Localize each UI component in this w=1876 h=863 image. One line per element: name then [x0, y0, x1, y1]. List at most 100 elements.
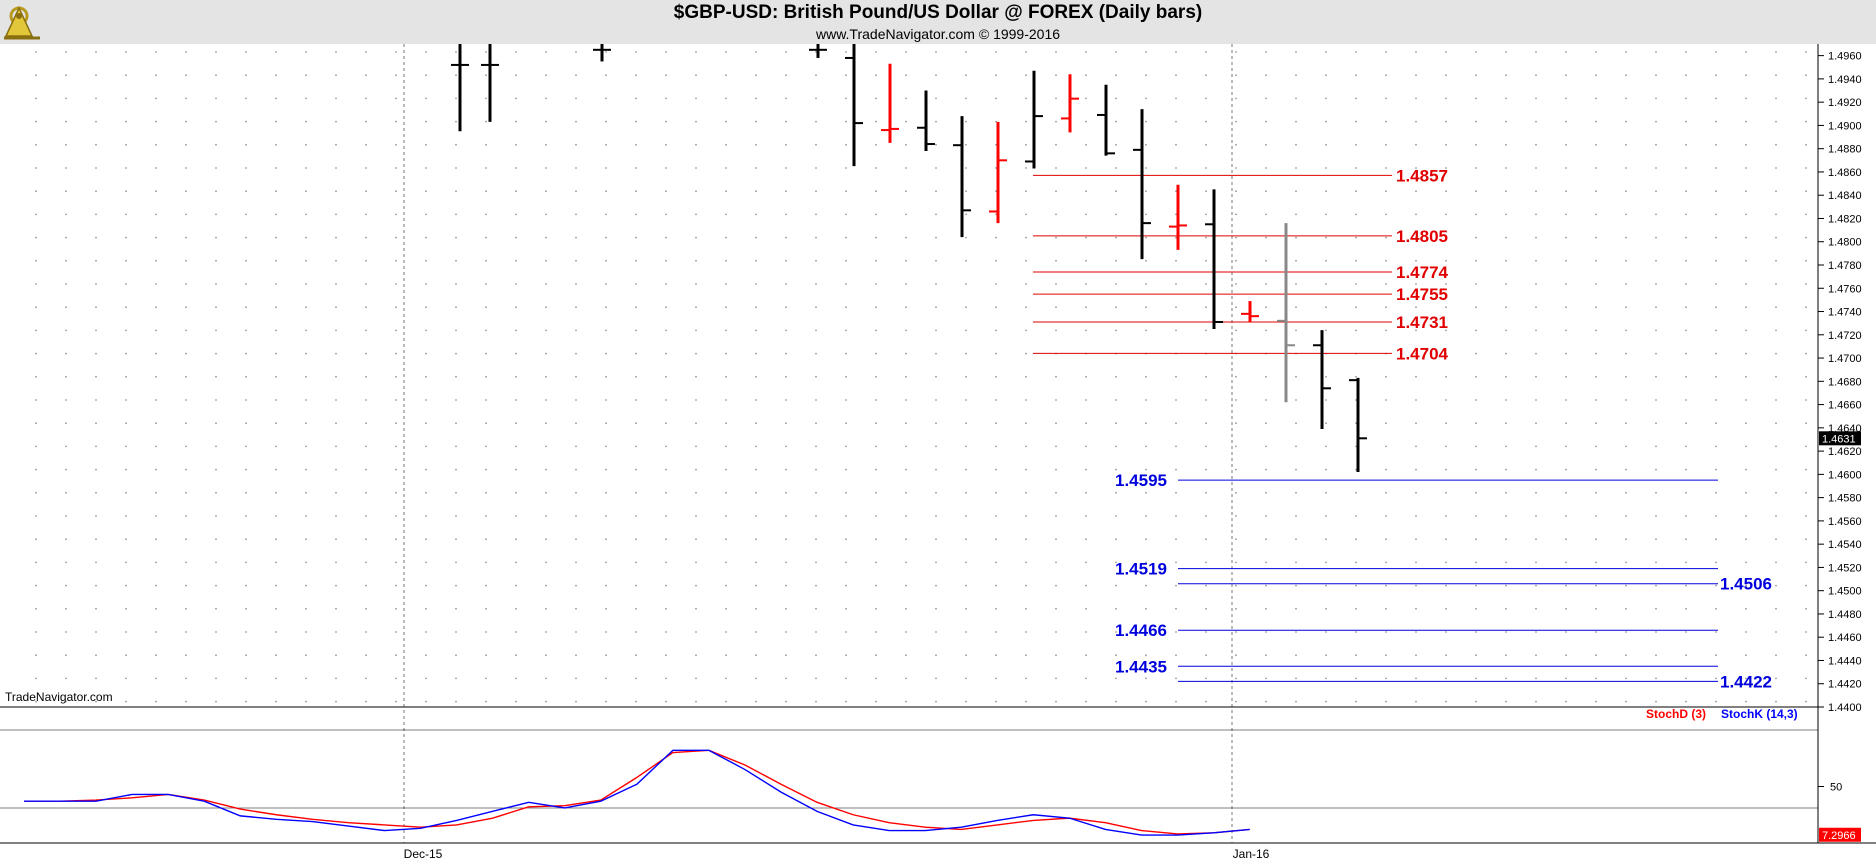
grid-dot — [1505, 236, 1507, 239]
grid-dot — [1595, 584, 1597, 587]
grid-dot — [515, 74, 517, 77]
grid-dot — [275, 259, 277, 262]
grid-dot — [95, 190, 97, 193]
grid-dot — [1505, 375, 1507, 378]
grid-dot — [1415, 352, 1417, 355]
grid-dot — [275, 700, 277, 703]
grid-dot — [1445, 422, 1447, 425]
grid-dot — [305, 607, 307, 610]
grid-dot — [65, 677, 67, 680]
grid-dot — [1235, 74, 1237, 77]
last-price-label: 1.4631 — [1822, 433, 1856, 445]
grid-dot — [35, 468, 37, 471]
grid-dot — [1745, 677, 1747, 680]
grid-dot — [35, 491, 37, 494]
grid-dot — [935, 213, 937, 216]
grid-dot — [635, 236, 637, 239]
grid-dot — [335, 143, 337, 146]
grid-dot — [245, 190, 247, 193]
grid-dot — [1325, 584, 1327, 587]
grid-dot — [875, 120, 877, 123]
grid-dot — [845, 561, 847, 564]
grid-dot — [815, 700, 817, 703]
grid-dot — [1535, 167, 1537, 169]
grid-dot — [365, 700, 367, 703]
support-label: 1.4595 — [1115, 471, 1167, 490]
grid-dot — [1715, 306, 1717, 309]
grid-dot — [335, 213, 337, 216]
grid-dot — [1325, 515, 1327, 517]
grid-dot — [1595, 561, 1597, 564]
grid-dot — [455, 468, 457, 471]
grid-dot — [1235, 190, 1237, 193]
grid-dot — [365, 306, 367, 309]
grid-dot — [185, 283, 187, 285]
grid-dot — [695, 700, 697, 703]
grid-dot — [635, 654, 637, 657]
grid-dot — [1265, 236, 1267, 239]
grid-dot — [305, 654, 307, 657]
grid-dot — [395, 584, 397, 587]
grid-dot — [1385, 538, 1387, 541]
grid-dot — [1595, 445, 1597, 448]
grid-dot — [725, 283, 727, 285]
grid-dot — [65, 422, 67, 425]
grid-dot — [935, 700, 937, 703]
grid-dot — [1805, 236, 1807, 239]
grid-dot — [215, 491, 217, 494]
grid-dot — [1115, 236, 1117, 239]
grid-dot — [1685, 51, 1687, 53]
grid-dot — [815, 491, 817, 494]
grid-dot — [485, 445, 487, 448]
grid-dot — [35, 654, 37, 657]
grid-dot — [1295, 677, 1297, 680]
grid-dot — [515, 329, 517, 332]
grid-dot — [275, 491, 277, 494]
grid-dot — [125, 375, 127, 378]
grid-dot — [1055, 399, 1057, 401]
grid-dot — [1175, 399, 1177, 401]
grid-dot — [665, 259, 667, 262]
grid-dot — [635, 422, 637, 425]
grid-dot — [1625, 491, 1627, 494]
grid-dot — [1445, 445, 1447, 448]
grid-dot — [1715, 74, 1717, 77]
grid-dot — [905, 190, 907, 193]
grid-dot — [995, 375, 997, 378]
grid-dot — [575, 538, 577, 541]
grid-dot — [1565, 97, 1567, 100]
grid-dot — [335, 51, 337, 53]
grid-dot — [485, 538, 487, 541]
grid-dot — [1535, 700, 1537, 703]
grid-dot — [215, 399, 217, 401]
grid-dot — [605, 515, 607, 517]
grid-dot — [1145, 167, 1147, 169]
grid-dot — [365, 236, 367, 239]
grid-dot — [1805, 491, 1807, 494]
grid-dot — [95, 352, 97, 355]
grid-dot — [1205, 561, 1207, 564]
grid-dot — [845, 607, 847, 610]
x-tick-label: Jan-16 — [1233, 847, 1270, 861]
grid-dot — [1235, 283, 1237, 285]
grid-dot — [335, 468, 337, 471]
grid-dot — [1175, 584, 1177, 587]
grid-dot — [155, 538, 157, 541]
grid-dot — [125, 97, 127, 100]
grid-dot — [1565, 515, 1567, 517]
grid-dot — [725, 584, 727, 587]
grid-dot — [455, 167, 457, 169]
grid-dot — [1385, 399, 1387, 401]
grid-dot — [1385, 259, 1387, 262]
grid-dot — [875, 422, 877, 425]
grid-dot — [485, 584, 487, 587]
grid-dot — [1265, 329, 1267, 332]
grid-dot — [725, 677, 727, 680]
grid-dot — [1055, 468, 1057, 471]
grid-dot — [1235, 97, 1237, 100]
grid-dot — [125, 143, 127, 146]
grid-dot — [1625, 515, 1627, 517]
grid-dot — [1745, 283, 1747, 285]
grid-dot — [1535, 515, 1537, 517]
grid-dot — [545, 607, 547, 610]
